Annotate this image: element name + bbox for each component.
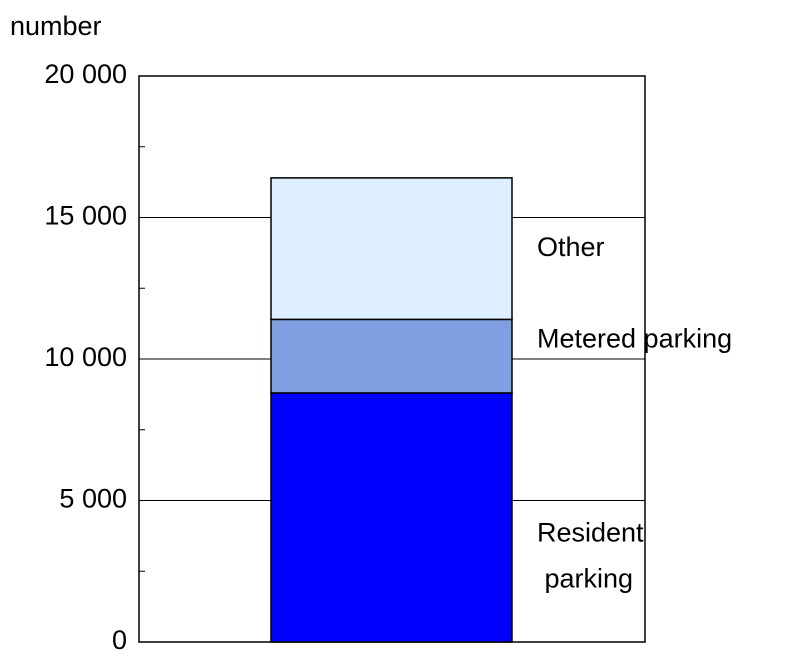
bar-segment	[270, 392, 513, 643]
series-label: Metered parking	[537, 323, 732, 353]
y-tick-label: 5 000	[59, 484, 127, 514]
y-axis-label: number	[10, 11, 102, 41]
y-tick-label: 0	[112, 625, 127, 655]
bar-segment	[270, 318, 513, 394]
y-tick-label: 10 000	[44, 342, 127, 372]
y-tick-label: 20 000	[44, 59, 127, 89]
series-label: Other	[537, 232, 605, 262]
series-label: Resident parking	[537, 518, 644, 594]
bar-segment	[270, 177, 513, 321]
y-tick-label: 15 000	[44, 201, 127, 231]
